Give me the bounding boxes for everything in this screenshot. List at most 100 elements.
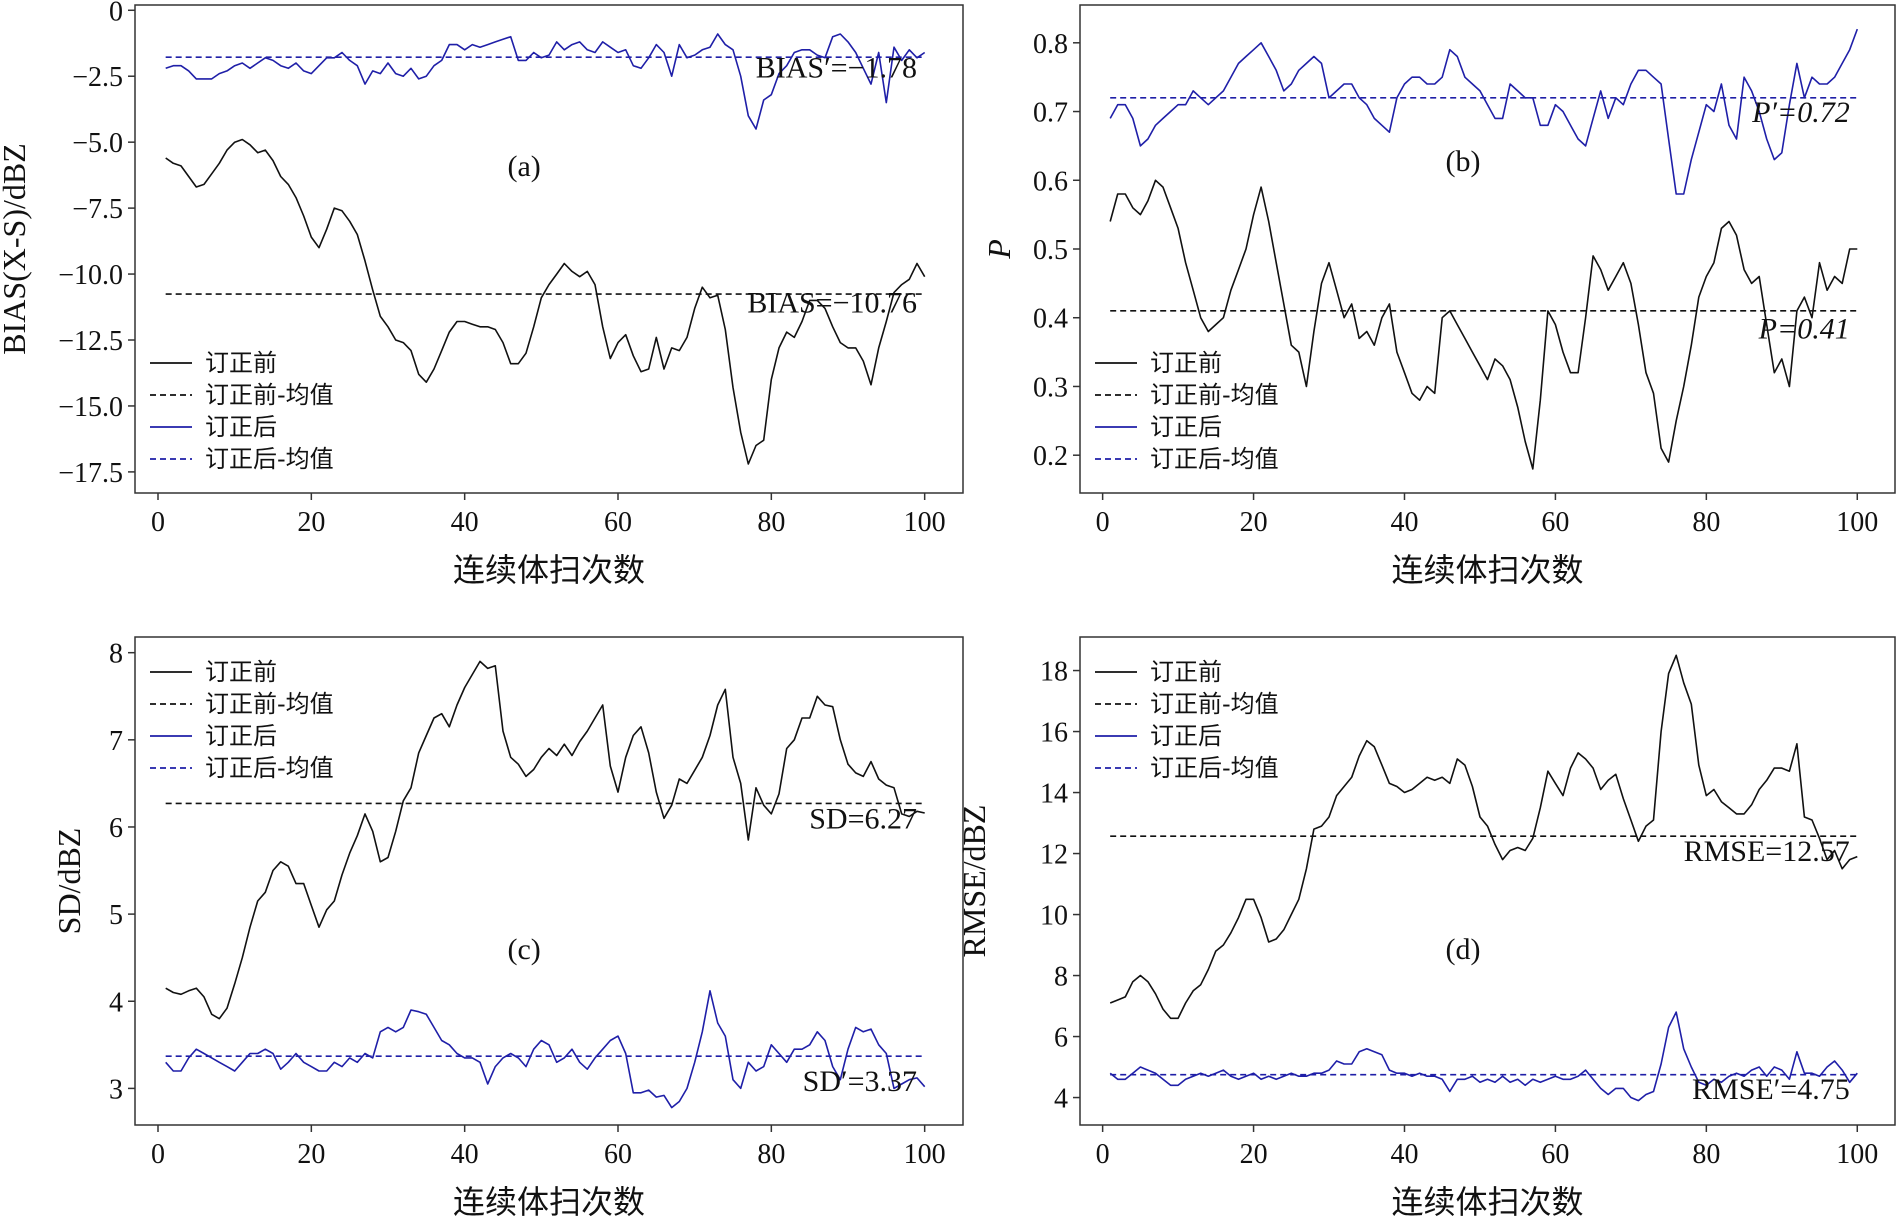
- series-line-after: [165, 33, 926, 130]
- y-tick-label: 6: [1054, 1023, 1068, 1054]
- y-tick-label: 4: [109, 987, 123, 1018]
- y-tick-label: −2.5: [72, 62, 123, 93]
- x-axis-label: 连续体扫次数: [1391, 552, 1583, 588]
- y-tick-label: 14: [1040, 779, 1068, 810]
- y-tick-label: −7.5: [72, 194, 123, 225]
- x-tick-label: 100: [1836, 1139, 1878, 1170]
- y-axis-label: RMSE/dBZ: [956, 805, 992, 958]
- x-tick-label: 20: [1240, 507, 1268, 538]
- legend-label: 订正后: [205, 413, 277, 441]
- x-tick-label: 80: [1692, 507, 1720, 538]
- x-tick-label: 0: [151, 507, 165, 538]
- y-tick-label: −12.5: [58, 326, 123, 357]
- x-axis-label: 连续体扫次数: [1391, 1184, 1583, 1220]
- y-axis-label: P: [981, 239, 1017, 260]
- x-tick-label: 20: [297, 507, 325, 538]
- y-tick-label: 10: [1040, 901, 1068, 932]
- y-tick-label: 16: [1040, 718, 1068, 749]
- x-tick-label: 40: [451, 507, 479, 538]
- legend-label: 订正后: [1150, 722, 1222, 750]
- panel-d: 0 20 40 60 80 100 4 6 8 10 12 14 16 18 连续体扫次数 RMSE/dBZ R…: [956, 636, 1896, 1220]
- legend-label: 订正后-均值: [205, 754, 334, 782]
- x-tick-label: 20: [297, 1139, 325, 1170]
- y-tick-label: 3: [109, 1074, 123, 1105]
- x-tick-label: 80: [1692, 1139, 1720, 1170]
- legend-label: 订正前: [1150, 658, 1222, 686]
- plot-frame: [134, 636, 964, 1126]
- y-tick-label: 0.2: [1033, 441, 1068, 472]
- mean-annotation: SD′=3.37: [803, 1065, 917, 1098]
- series-line-after: [1109, 28, 1859, 195]
- x-tick-label: 20: [1240, 1139, 1268, 1170]
- x-tick-label: 60: [1541, 507, 1569, 538]
- x-tick-label: 80: [757, 1139, 785, 1170]
- legend-label: 订正前-均值: [1150, 690, 1279, 718]
- x-tick-label: 100: [904, 1139, 946, 1170]
- legend-label: 订正后-均值: [1150, 445, 1279, 473]
- y-tick-label: −5.0: [72, 128, 123, 159]
- legend-label: 订正前-均值: [205, 381, 334, 409]
- x-tick-label: 40: [1390, 1139, 1418, 1170]
- x-tick-label: 60: [604, 507, 632, 538]
- legend-label: 订正后: [205, 722, 277, 750]
- x-tick-label: 40: [1390, 507, 1418, 538]
- y-tick-label: −15.0: [58, 392, 123, 423]
- x-tick-label: 100: [1836, 507, 1878, 538]
- x-tick-label: 0: [151, 1139, 165, 1170]
- series-line-after: [165, 989, 926, 1109]
- y-tick-label: 6: [109, 813, 123, 844]
- x-axis-label: 连续体扫次数: [453, 1184, 645, 1220]
- panel-label: (d): [1446, 933, 1481, 966]
- legend-label: 订正前: [205, 658, 277, 686]
- legend-label: 订正后: [1150, 413, 1222, 441]
- y-tick-label: 12: [1040, 840, 1068, 871]
- x-tick-label: 0: [1096, 507, 1110, 538]
- legend-label: 订正后-均值: [205, 445, 334, 473]
- y-tick-label: 0.3: [1033, 372, 1068, 403]
- legend-label: 订正前-均值: [1150, 381, 1279, 409]
- y-tick-label: 4: [1054, 1084, 1068, 1115]
- y-tick-label: 18: [1040, 657, 1068, 688]
- panel-b: 0 20 40 60 80 100 0.2 0.3 0.4 0.5 0.6 0.7 0.8 连续体扫次数 P…: [981, 4, 1896, 588]
- x-tick-label: 0: [1096, 1139, 1110, 1170]
- x-tick-label: 60: [1541, 1139, 1569, 1170]
- plot-frame: [1079, 636, 1896, 1126]
- mean-annotation: RMSE=12.57: [1684, 835, 1850, 868]
- y-axis-label: BIAS(X-S)/dBZ: [0, 143, 32, 355]
- legend-label: 订正前: [205, 349, 277, 377]
- y-tick-label: 0.4: [1033, 304, 1068, 335]
- y-tick-label: 7: [109, 726, 123, 757]
- y-tick-label: 0.8: [1033, 29, 1068, 60]
- panel-label: (a): [508, 150, 541, 183]
- y-tick-label: 0: [109, 0, 123, 27]
- legend-label: 订正后-均值: [1150, 754, 1279, 782]
- panel-a: 0 20 40 60 80 100 0 −2.5 −5.0 −7.5 −10.0 −12.5 −15.0…: [0, 0, 964, 588]
- y-tick-label: 8: [1054, 962, 1068, 993]
- mean-annotation: P′=0.72: [1751, 96, 1850, 129]
- mean-annotation: RMSE′=4.75: [1692, 1073, 1850, 1106]
- plot-frame: [134, 4, 964, 494]
- legend-label: 订正前-均值: [205, 690, 334, 718]
- y-tick-label: 8: [109, 639, 123, 670]
- y-tick-label: 0.7: [1033, 98, 1068, 129]
- y-axis-label: SD/dBZ: [51, 828, 87, 935]
- series-line-before: [165, 660, 925, 1020]
- y-tick-label: −17.5: [58, 458, 123, 489]
- legend-label: 订正前: [1150, 349, 1222, 377]
- x-tick-label: 60: [604, 1139, 632, 1170]
- series-line-before: [165, 138, 926, 465]
- mean-annotation: BIAS′=−1.78: [756, 52, 917, 85]
- x-tick-label: 100: [904, 507, 946, 538]
- panel-c: 0 20 40 60 80 100 3 4 5 6 7 8 连续体扫次数 SD/dBZ SD=6.27 SD′…: [51, 636, 964, 1220]
- mean-annotation: SD=6.27: [809, 803, 917, 836]
- y-tick-label: 0.5: [1033, 235, 1068, 266]
- panel-label: (c): [508, 933, 541, 966]
- y-tick-label: 0.6: [1033, 166, 1068, 197]
- x-tick-label: 80: [757, 507, 785, 538]
- series-line-before: [1109, 179, 1858, 470]
